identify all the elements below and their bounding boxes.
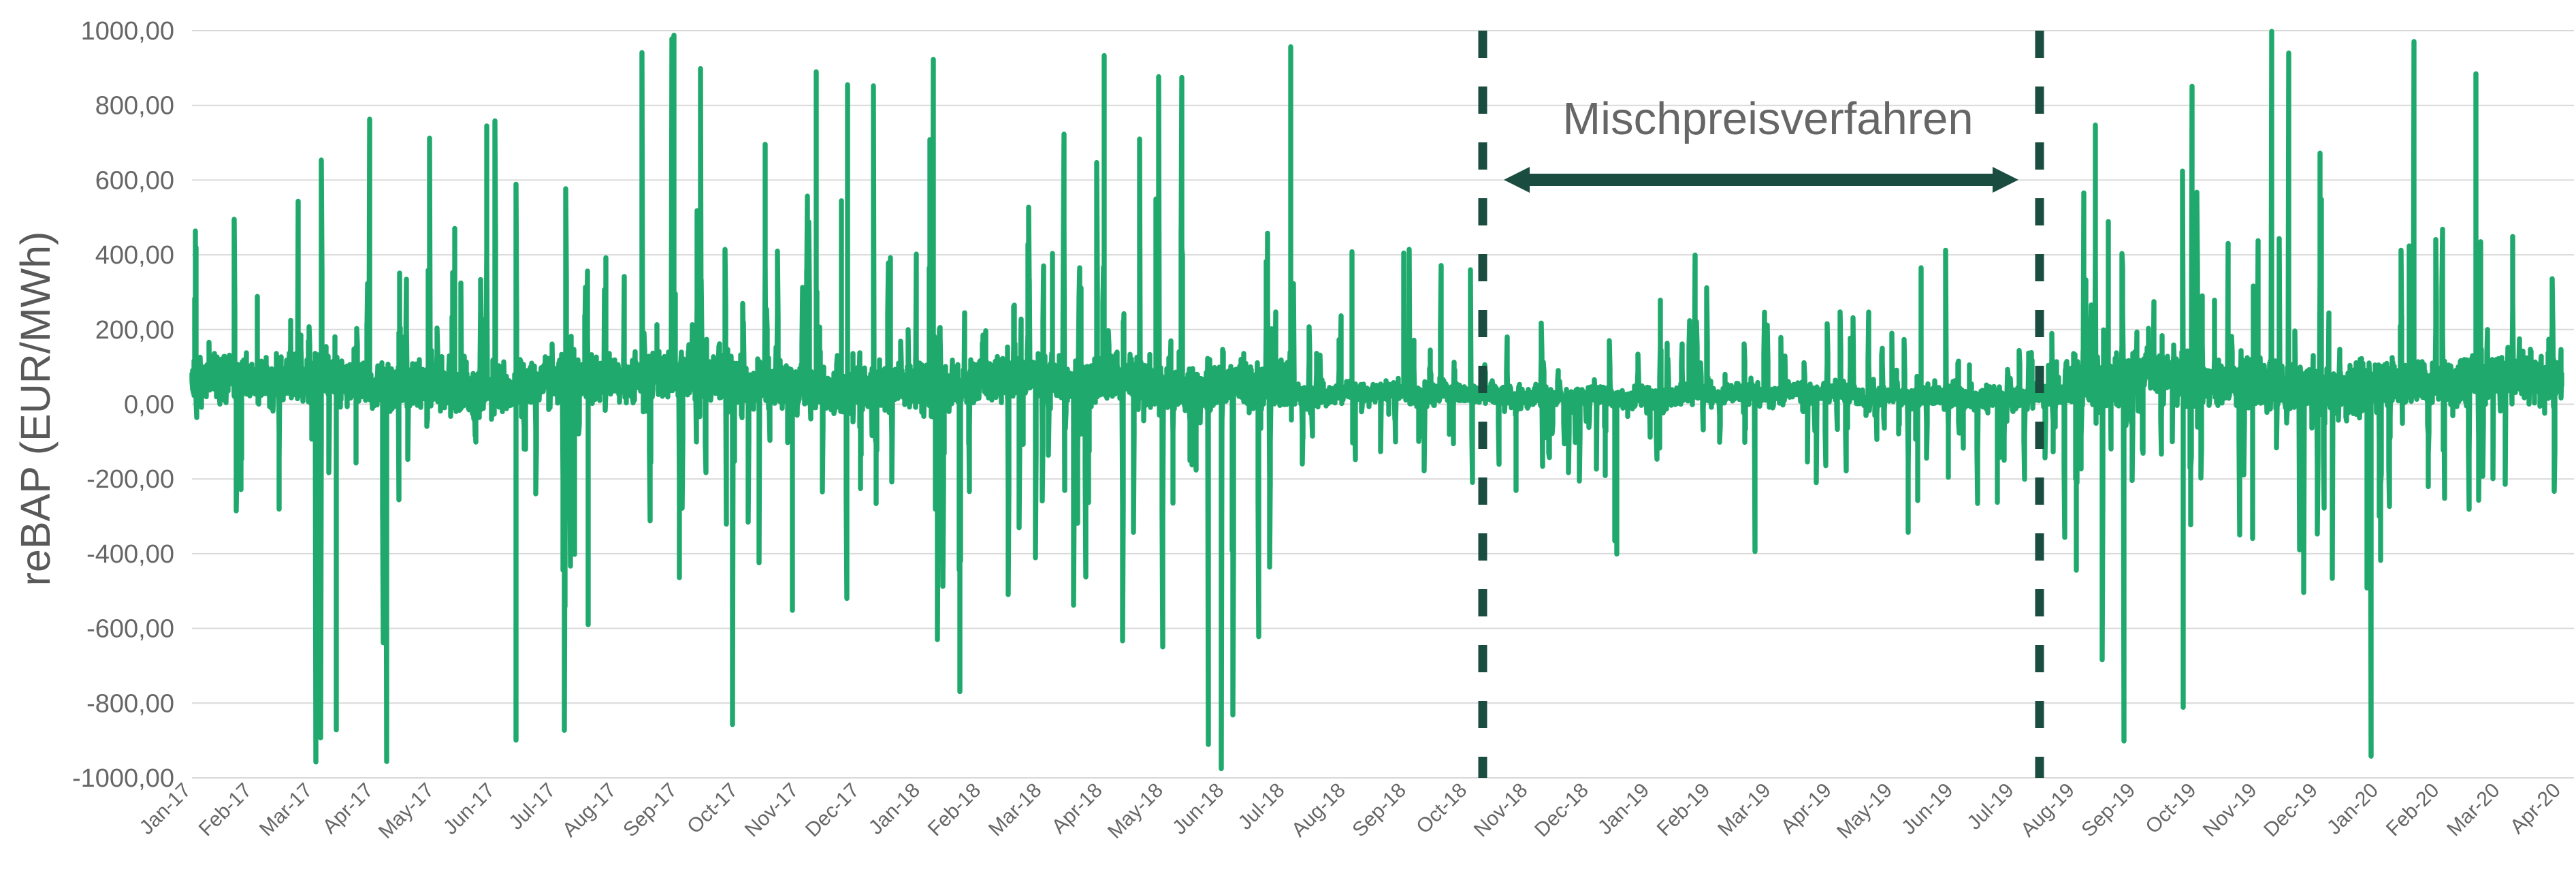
svg-text:Nov-19: Nov-19 <box>2199 779 2261 842</box>
svg-text:Aug-18: Aug-18 <box>1287 779 1350 842</box>
svg-text:Oct-18: Oct-18 <box>1412 779 1471 838</box>
svg-text:May-17: May-17 <box>374 779 438 843</box>
svg-text:Nov-18: Nov-18 <box>1470 779 1532 842</box>
svg-text:Nov-17: Nov-17 <box>741 779 803 842</box>
svg-text:Mischpreisverfahren: Mischpreisverfahren <box>1562 93 1973 144</box>
svg-text:Sep-17: Sep-17 <box>619 779 681 842</box>
svg-text:-400,00: -400,00 <box>86 540 174 569</box>
svg-text:Mar-19: Mar-19 <box>1713 779 1775 841</box>
svg-text:-800,00: -800,00 <box>86 689 174 718</box>
svg-text:Jul-19: Jul-19 <box>1963 779 2018 834</box>
svg-text:Dec-17: Dec-17 <box>801 779 864 842</box>
svg-text:Sep-18: Sep-18 <box>1348 779 1411 842</box>
svg-text:Dec-19: Dec-19 <box>2259 779 2322 842</box>
svg-text:Apr-19: Apr-19 <box>1777 779 1836 838</box>
svg-text:Jan-20: Jan-20 <box>2323 779 2383 839</box>
svg-text:200,00: 200,00 <box>95 316 174 345</box>
svg-text:800,00: 800,00 <box>95 92 174 121</box>
svg-text:Mar-18: Mar-18 <box>984 779 1046 841</box>
svg-text:Feb-19: Feb-19 <box>1653 779 1715 841</box>
svg-text:Oct-19: Oct-19 <box>2141 779 2200 838</box>
svg-text:1000,00: 1000,00 <box>81 17 174 46</box>
svg-text:0,00: 0,00 <box>124 391 174 420</box>
svg-text:Apr-18: Apr-18 <box>1048 779 1107 838</box>
svg-text:Apr-17: Apr-17 <box>319 779 378 838</box>
svg-text:400,00: 400,00 <box>95 241 174 270</box>
svg-text:600,00: 600,00 <box>95 166 174 195</box>
svg-text:Feb-20: Feb-20 <box>2382 779 2444 841</box>
svg-text:Oct-17: Oct-17 <box>683 779 742 838</box>
svg-text:Aug-19: Aug-19 <box>2016 779 2079 842</box>
svg-text:May-18: May-18 <box>1104 779 1168 843</box>
svg-text:-1000,00: -1000,00 <box>72 764 174 793</box>
svg-text:Mar-17: Mar-17 <box>255 779 317 841</box>
svg-text:-600,00: -600,00 <box>86 615 174 644</box>
svg-text:Apr-20: Apr-20 <box>2506 779 2565 838</box>
svg-text:Jan-19: Jan-19 <box>1594 779 1654 839</box>
svg-text:Dec-18: Dec-18 <box>1530 779 1593 842</box>
svg-text:May-19: May-19 <box>1833 779 1897 843</box>
svg-text:Aug-17: Aug-17 <box>558 779 621 842</box>
svg-text:Feb-18: Feb-18 <box>924 779 986 841</box>
svg-text:Jun-17: Jun-17 <box>439 779 499 839</box>
svg-text:-200,00: -200,00 <box>86 465 174 494</box>
svg-text:Jun-19: Jun-19 <box>1897 779 1957 839</box>
svg-text:Mar-20: Mar-20 <box>2443 779 2505 841</box>
svg-text:Jun-18: Jun-18 <box>1168 779 1228 839</box>
svg-text:Jul-18: Jul-18 <box>1234 779 1289 834</box>
svg-text:Sep-19: Sep-19 <box>2077 779 2140 842</box>
svg-text:Feb-17: Feb-17 <box>195 779 257 841</box>
svg-text:Jul-17: Jul-17 <box>504 779 560 834</box>
svg-text:Jan-18: Jan-18 <box>865 779 924 839</box>
